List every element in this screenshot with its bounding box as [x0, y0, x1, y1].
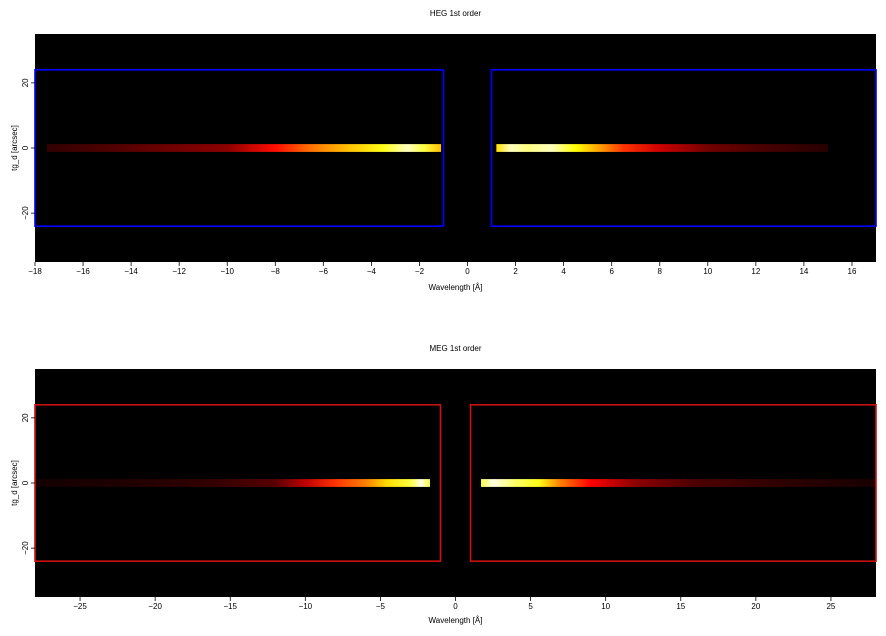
heg-x-tick-label: 2 — [513, 267, 518, 276]
heg-x-tick-label: 10 — [703, 267, 712, 276]
meg-streak-positive-order — [481, 479, 876, 487]
heg-y-tick-label: 20 — [21, 78, 30, 87]
meg-x-tick-label: −15 — [223, 602, 237, 611]
meg-x-tick-label: 5 — [528, 602, 533, 611]
meg-x-tick-label: −20 — [148, 602, 162, 611]
meg-y-tick-label: 0 — [21, 480, 30, 485]
heg-x-tick-label: −10 — [220, 267, 234, 276]
meg-streak-negative-order — [35, 479, 430, 487]
heg-x-axis-label: Wavelength [Å] — [429, 283, 483, 292]
meg-x-tick-label: −5 — [376, 602, 386, 611]
meg-x-tick-label: 15 — [676, 602, 685, 611]
heg-y-ticks: −20 0 20 — [21, 78, 35, 220]
meg-y-ticks: −20 0 20 — [21, 413, 35, 555]
heg-y-tick-label: −20 — [21, 206, 30, 220]
heg-x-tick-label: −8 — [271, 267, 281, 276]
meg-x-tick-label: 0 — [453, 602, 458, 611]
meg-y-tick-label: −20 — [21, 541, 30, 555]
heg-x-tick-label: −14 — [124, 267, 138, 276]
heg-x-tick-label: −2 — [415, 267, 425, 276]
meg-region-positive — [469, 404, 877, 562]
heg-panel: HEG 1st order −18 −16 −14 −12 −10 −8 −6 −4 −2 0 2 4… — [10, 9, 877, 292]
meg-x-tick-label: −25 — [73, 602, 87, 611]
heg-streak-negative-order — [47, 144, 442, 152]
heg-region-positive — [490, 69, 877, 227]
heg-x-tick-label: 12 — [751, 267, 760, 276]
meg-x-axis-label: Wavelength [Å] — [429, 616, 483, 625]
heg-x-tick-label: 0 — [465, 267, 470, 276]
heg-x-tick-label: −6 — [319, 267, 329, 276]
meg-y-tick-label: 20 — [21, 413, 30, 422]
meg-y-axis-label: tg_d [arcsec] — [10, 460, 19, 506]
heg-x-tick-label: −18 — [28, 267, 42, 276]
heg-x-tick-label: 4 — [561, 267, 566, 276]
meg-panel: MEG 1st order −25 −20 −15 −10 −5 0 5 10 15 20 25 −… — [10, 344, 877, 625]
heg-y-tick-label: 0 — [21, 145, 30, 150]
meg-x-tick-label: 10 — [601, 602, 610, 611]
meg-x-ticks: −25 −20 −15 −10 −5 0 5 10 15 20 25 — [73, 597, 836, 611]
meg-title: MEG 1st order — [429, 344, 481, 353]
heg-x-tick-label: 8 — [658, 267, 663, 276]
meg-x-tick-label: 20 — [751, 602, 760, 611]
heg-x-tick-label: 6 — [609, 267, 614, 276]
heg-x-tick-label: 14 — [799, 267, 808, 276]
heg-x-tick-label: −4 — [367, 267, 377, 276]
meg-x-tick-label: 25 — [826, 602, 835, 611]
heg-x-tick-label: 16 — [848, 267, 857, 276]
heg-y-axis-label: tg_d [arcsec] — [10, 125, 19, 171]
heg-x-ticks: −18 −16 −14 −12 −10 −8 −6 −4 −2 0 2 4 6 8 10 12 14 16 — [28, 262, 857, 276]
heg-x-tick-label: −16 — [76, 267, 90, 276]
heg-streak-positive-order — [496, 144, 828, 152]
heg-x-tick-label: −12 — [172, 267, 186, 276]
heg-title: HEG 1st order — [430, 9, 481, 18]
meg-x-tick-label: −10 — [299, 602, 313, 611]
